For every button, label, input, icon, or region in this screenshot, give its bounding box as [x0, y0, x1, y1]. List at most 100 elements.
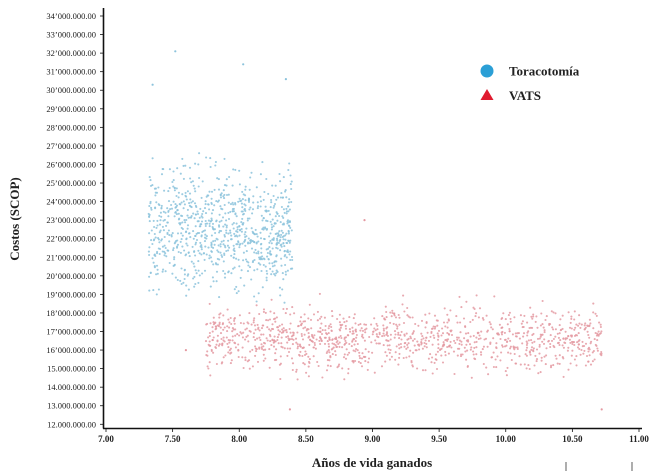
point-toracotomia	[210, 243, 213, 246]
point-toracotomia	[233, 232, 236, 235]
point-toracotomia	[150, 206, 153, 209]
point-vats	[289, 322, 292, 325]
point-toracotomia	[165, 255, 168, 258]
point-toracotomia	[262, 198, 265, 201]
point-toracotomia	[180, 201, 183, 204]
point-vats	[346, 353, 349, 356]
point-vats	[530, 315, 533, 318]
point-toracotomia	[182, 177, 185, 180]
point-vats	[358, 351, 361, 354]
point-vats	[394, 316, 398, 319]
point-vats	[456, 321, 459, 324]
point-vats	[552, 311, 555, 314]
point-vats	[320, 339, 323, 342]
point-vats	[406, 343, 409, 346]
point-vats	[344, 327, 348, 330]
point-vats	[578, 347, 581, 351]
point-toracotomia	[167, 210, 170, 213]
point-vats	[388, 344, 391, 347]
point-vats	[397, 343, 400, 346]
point-vats	[509, 320, 512, 323]
point-toracotomia	[241, 190, 244, 193]
point-vats	[241, 336, 244, 339]
point-vats	[250, 323, 253, 326]
point-vats	[325, 333, 329, 336]
outlier-point	[151, 83, 154, 86]
point-toracotomia	[260, 214, 263, 217]
point-vats	[344, 357, 348, 360]
point-toracotomia	[167, 229, 170, 232]
point-vats	[588, 325, 591, 328]
point-toracotomia	[208, 257, 211, 260]
point-vats	[467, 332, 470, 335]
point-vats	[420, 343, 423, 346]
point-toracotomia	[171, 232, 174, 235]
point-toracotomia	[218, 213, 221, 216]
point-toracotomia	[148, 253, 151, 257]
point-toracotomia	[194, 190, 197, 193]
point-vats	[375, 333, 378, 336]
point-toracotomia	[200, 196, 203, 199]
point-toracotomia	[265, 210, 268, 213]
point-vats	[252, 336, 255, 339]
point-vats	[222, 328, 225, 331]
y-axis-title: Costos (SCOP)	[7, 177, 22, 260]
point-vats	[540, 312, 543, 315]
point-toracotomia	[259, 200, 263, 203]
point-toracotomia	[229, 231, 232, 234]
point-vats	[533, 364, 536, 367]
point-vats	[327, 345, 331, 348]
point-vats	[233, 341, 236, 344]
point-vats	[205, 353, 208, 357]
point-toracotomia	[223, 233, 226, 237]
point-toracotomia	[179, 172, 182, 175]
point-vats	[229, 362, 232, 365]
point-vats	[464, 325, 467, 329]
point-vats	[584, 342, 588, 345]
point-toracotomia	[199, 245, 202, 248]
point-vats	[503, 331, 506, 334]
point-vats	[570, 327, 573, 330]
point-vats	[330, 329, 333, 333]
point-vats	[209, 322, 212, 325]
point-vats	[229, 316, 232, 320]
point-toracotomia	[160, 204, 163, 207]
point-toracotomia	[273, 204, 276, 207]
point-vats	[549, 366, 553, 369]
point-vats	[526, 334, 529, 337]
point-vats	[273, 335, 276, 338]
point-vats	[210, 349, 213, 353]
point-toracotomia	[272, 237, 275, 240]
point-vats	[397, 331, 400, 334]
point-toracotomia	[284, 238, 287, 241]
point-vats	[352, 332, 355, 335]
point-vats	[416, 367, 419, 370]
point-vats	[500, 317, 503, 321]
point-vats	[405, 356, 408, 359]
point-vats	[289, 331, 292, 334]
point-vats	[440, 334, 443, 337]
point-vats	[453, 339, 456, 342]
point-toracotomia	[236, 228, 239, 231]
point-vats	[441, 332, 445, 335]
point-vats	[420, 319, 424, 322]
point-vats	[222, 336, 225, 339]
point-vats	[212, 316, 215, 319]
point-vats	[303, 313, 306, 316]
point-vats	[549, 342, 552, 346]
point-vats	[316, 319, 319, 322]
point-vats	[447, 345, 451, 348]
point-toracotomia	[158, 214, 161, 217]
point-toracotomia	[223, 252, 226, 255]
point-vats	[529, 353, 532, 356]
point-vats	[550, 364, 553, 367]
point-vats	[400, 338, 403, 341]
point-vats	[394, 333, 397, 336]
point-toracotomia	[259, 205, 262, 208]
point-vats	[480, 330, 483, 333]
point-vats	[407, 315, 410, 318]
point-vats	[477, 337, 480, 341]
point-vats	[526, 331, 529, 334]
point-vats	[538, 352, 541, 355]
